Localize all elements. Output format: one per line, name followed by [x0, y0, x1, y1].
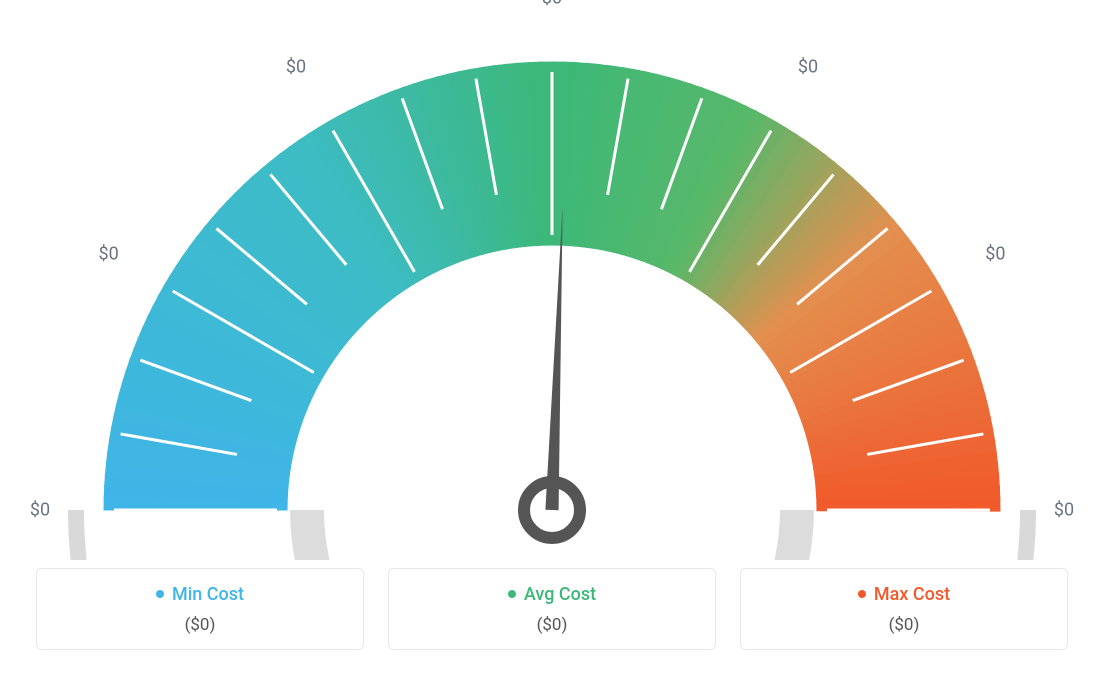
- legend-card-max: Max Cost ($0): [740, 568, 1068, 650]
- legend-dot-max: [858, 590, 866, 598]
- gauge-tick-label: $0: [798, 56, 818, 77]
- legend-label-max: Max Cost: [874, 584, 950, 605]
- gauge-svg: [0, 0, 1104, 560]
- gauge-tick-label: $0: [286, 56, 306, 77]
- legend-card-min: Min Cost ($0): [36, 568, 364, 650]
- gauge-chart: $0 $0 $0 $0 $0 $0 $0: [0, 0, 1104, 560]
- gauge-tick-label: $0: [542, 0, 562, 9]
- gauge-tick-label: $0: [1054, 500, 1074, 521]
- gauge-tick-label: $0: [985, 244, 1005, 265]
- gauge-tick-label: $0: [98, 244, 118, 265]
- legend-value-min: ($0): [47, 615, 353, 635]
- legend-row: Min Cost ($0) Avg Cost ($0) Max Cost ($0…: [0, 568, 1104, 650]
- gauge-tick-label: $0: [30, 500, 50, 521]
- legend-label-min: Min Cost: [172, 584, 244, 605]
- legend-dot-avg: [508, 590, 516, 598]
- legend-dot-min: [156, 590, 164, 598]
- legend-card-avg: Avg Cost ($0): [388, 568, 716, 650]
- legend-value-avg: ($0): [399, 615, 705, 635]
- legend-value-max: ($0): [751, 615, 1057, 635]
- legend-label-avg: Avg Cost: [524, 584, 596, 605]
